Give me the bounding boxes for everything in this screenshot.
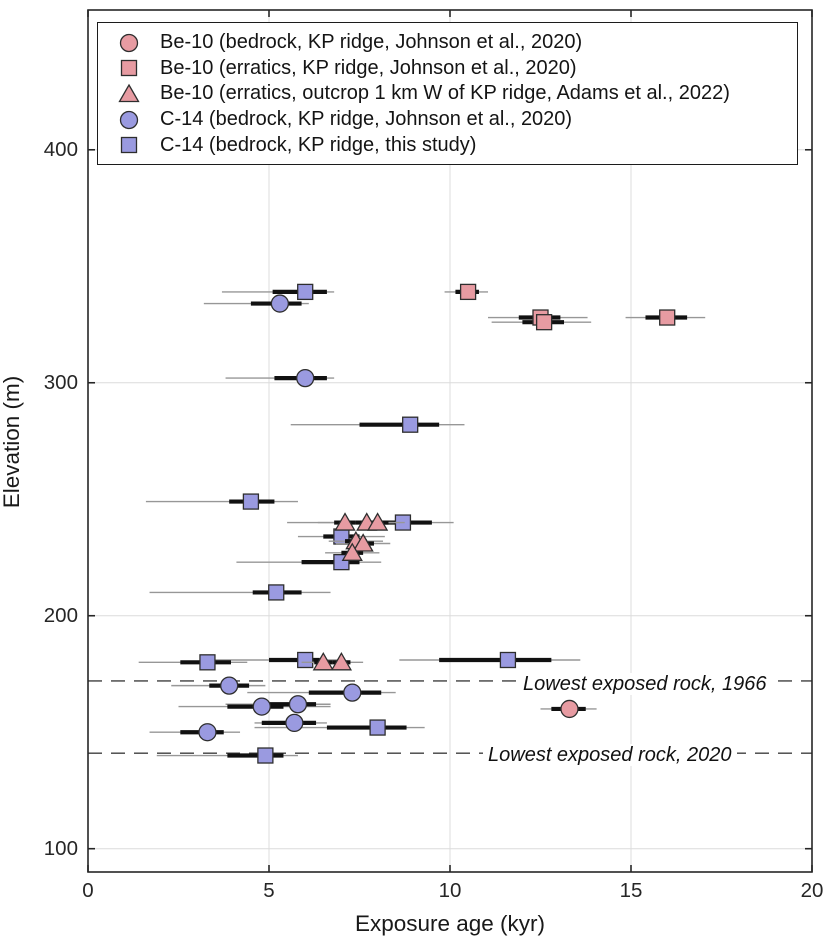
data-point-marker	[288, 695, 308, 714]
data-point-marker	[402, 416, 419, 433]
triangle-marker-icon	[98, 82, 160, 106]
data-point-marker	[296, 368, 315, 388]
circle-marker-icon	[98, 31, 160, 55]
data-point-marker	[297, 651, 314, 669]
data-point-marker	[459, 283, 477, 301]
data-point-marker	[352, 533, 374, 552]
annotation-lowest-rock-1966: Lowest exposed rock, 1966	[518, 673, 772, 695]
x-tick-label: 5	[263, 879, 275, 902]
y-tick-label: 100	[43, 836, 78, 860]
data-point-marker	[334, 512, 356, 531]
legend-item-label: Be-10 (bedrock, KP ridge, Johnson et al.…	[160, 31, 583, 54]
y-tick-label: 400	[43, 137, 78, 161]
data-point-marker	[343, 683, 362, 702]
x-tick-label: 15	[619, 879, 643, 902]
circle-marker-icon	[98, 108, 160, 132]
annotation-lowest-rock-2020: Lowest exposed rock, 2020	[483, 744, 737, 766]
data-point-marker	[535, 314, 553, 331]
data-point-marker	[252, 697, 271, 716]
data-point-marker	[285, 713, 304, 733]
square-marker-icon	[98, 133, 160, 157]
data-point-marker	[499, 651, 517, 669]
data-point-marker	[330, 652, 353, 671]
x-tick-label: 0	[82, 879, 94, 902]
legend-item: Be-10 (erratics, KP ridge, Johnson et al…	[98, 56, 797, 82]
legend-item-label: Be-10 (erratics, KP ridge, Johnson et al…	[160, 56, 577, 79]
data-point-marker	[312, 652, 334, 671]
legend-item-label: C-14 (bedrock, KP ridge, this study)	[160, 133, 477, 156]
x-tick-label: 20	[800, 879, 824, 902]
legend: Be-10 (bedrock, KP ridge, Johnson et al.…	[97, 22, 798, 165]
data-point-marker	[297, 283, 314, 301]
legend-item-label: Be-10 (erratics, outcrop 1 km W of KP ri…	[160, 82, 730, 105]
legend-item: Be-10 (erratics, outcrop 1 km W of KP ri…	[98, 81, 797, 107]
data-point-marker	[369, 719, 386, 736]
data-point-marker	[242, 493, 260, 510]
x-tick-label: 10	[438, 879, 462, 902]
data-point-marker	[268, 584, 285, 601]
y-axis-title: Elevation (m)	[0, 375, 24, 509]
legend-item-label: C-14 (bedrock, KP ridge, Johnson et al.,…	[160, 108, 573, 131]
x-axis-title: Exposure age (kyr)	[354, 911, 546, 936]
data-point-marker	[199, 654, 216, 671]
data-point-marker	[270, 294, 290, 313]
data-point-marker	[560, 699, 579, 719]
legend-item: C-14 (bedrock, KP ridge, Johnson et al.,…	[98, 107, 797, 133]
data-point-marker	[220, 676, 239, 695]
data-point-marker	[257, 747, 274, 764]
y-tick-label: 200	[43, 603, 78, 627]
data-point-marker	[341, 542, 363, 561]
legend-item: Be-10 (bedrock, KP ridge, Johnson et al.…	[98, 30, 797, 56]
data-point-marker	[366, 512, 389, 531]
data-point-marker	[659, 309, 676, 326]
y-tick-label: 300	[43, 370, 78, 394]
legend-item: C-14 (bedrock, KP ridge, this study)	[98, 132, 797, 158]
data-point-marker	[198, 723, 217, 742]
square-marker-icon	[98, 56, 160, 80]
